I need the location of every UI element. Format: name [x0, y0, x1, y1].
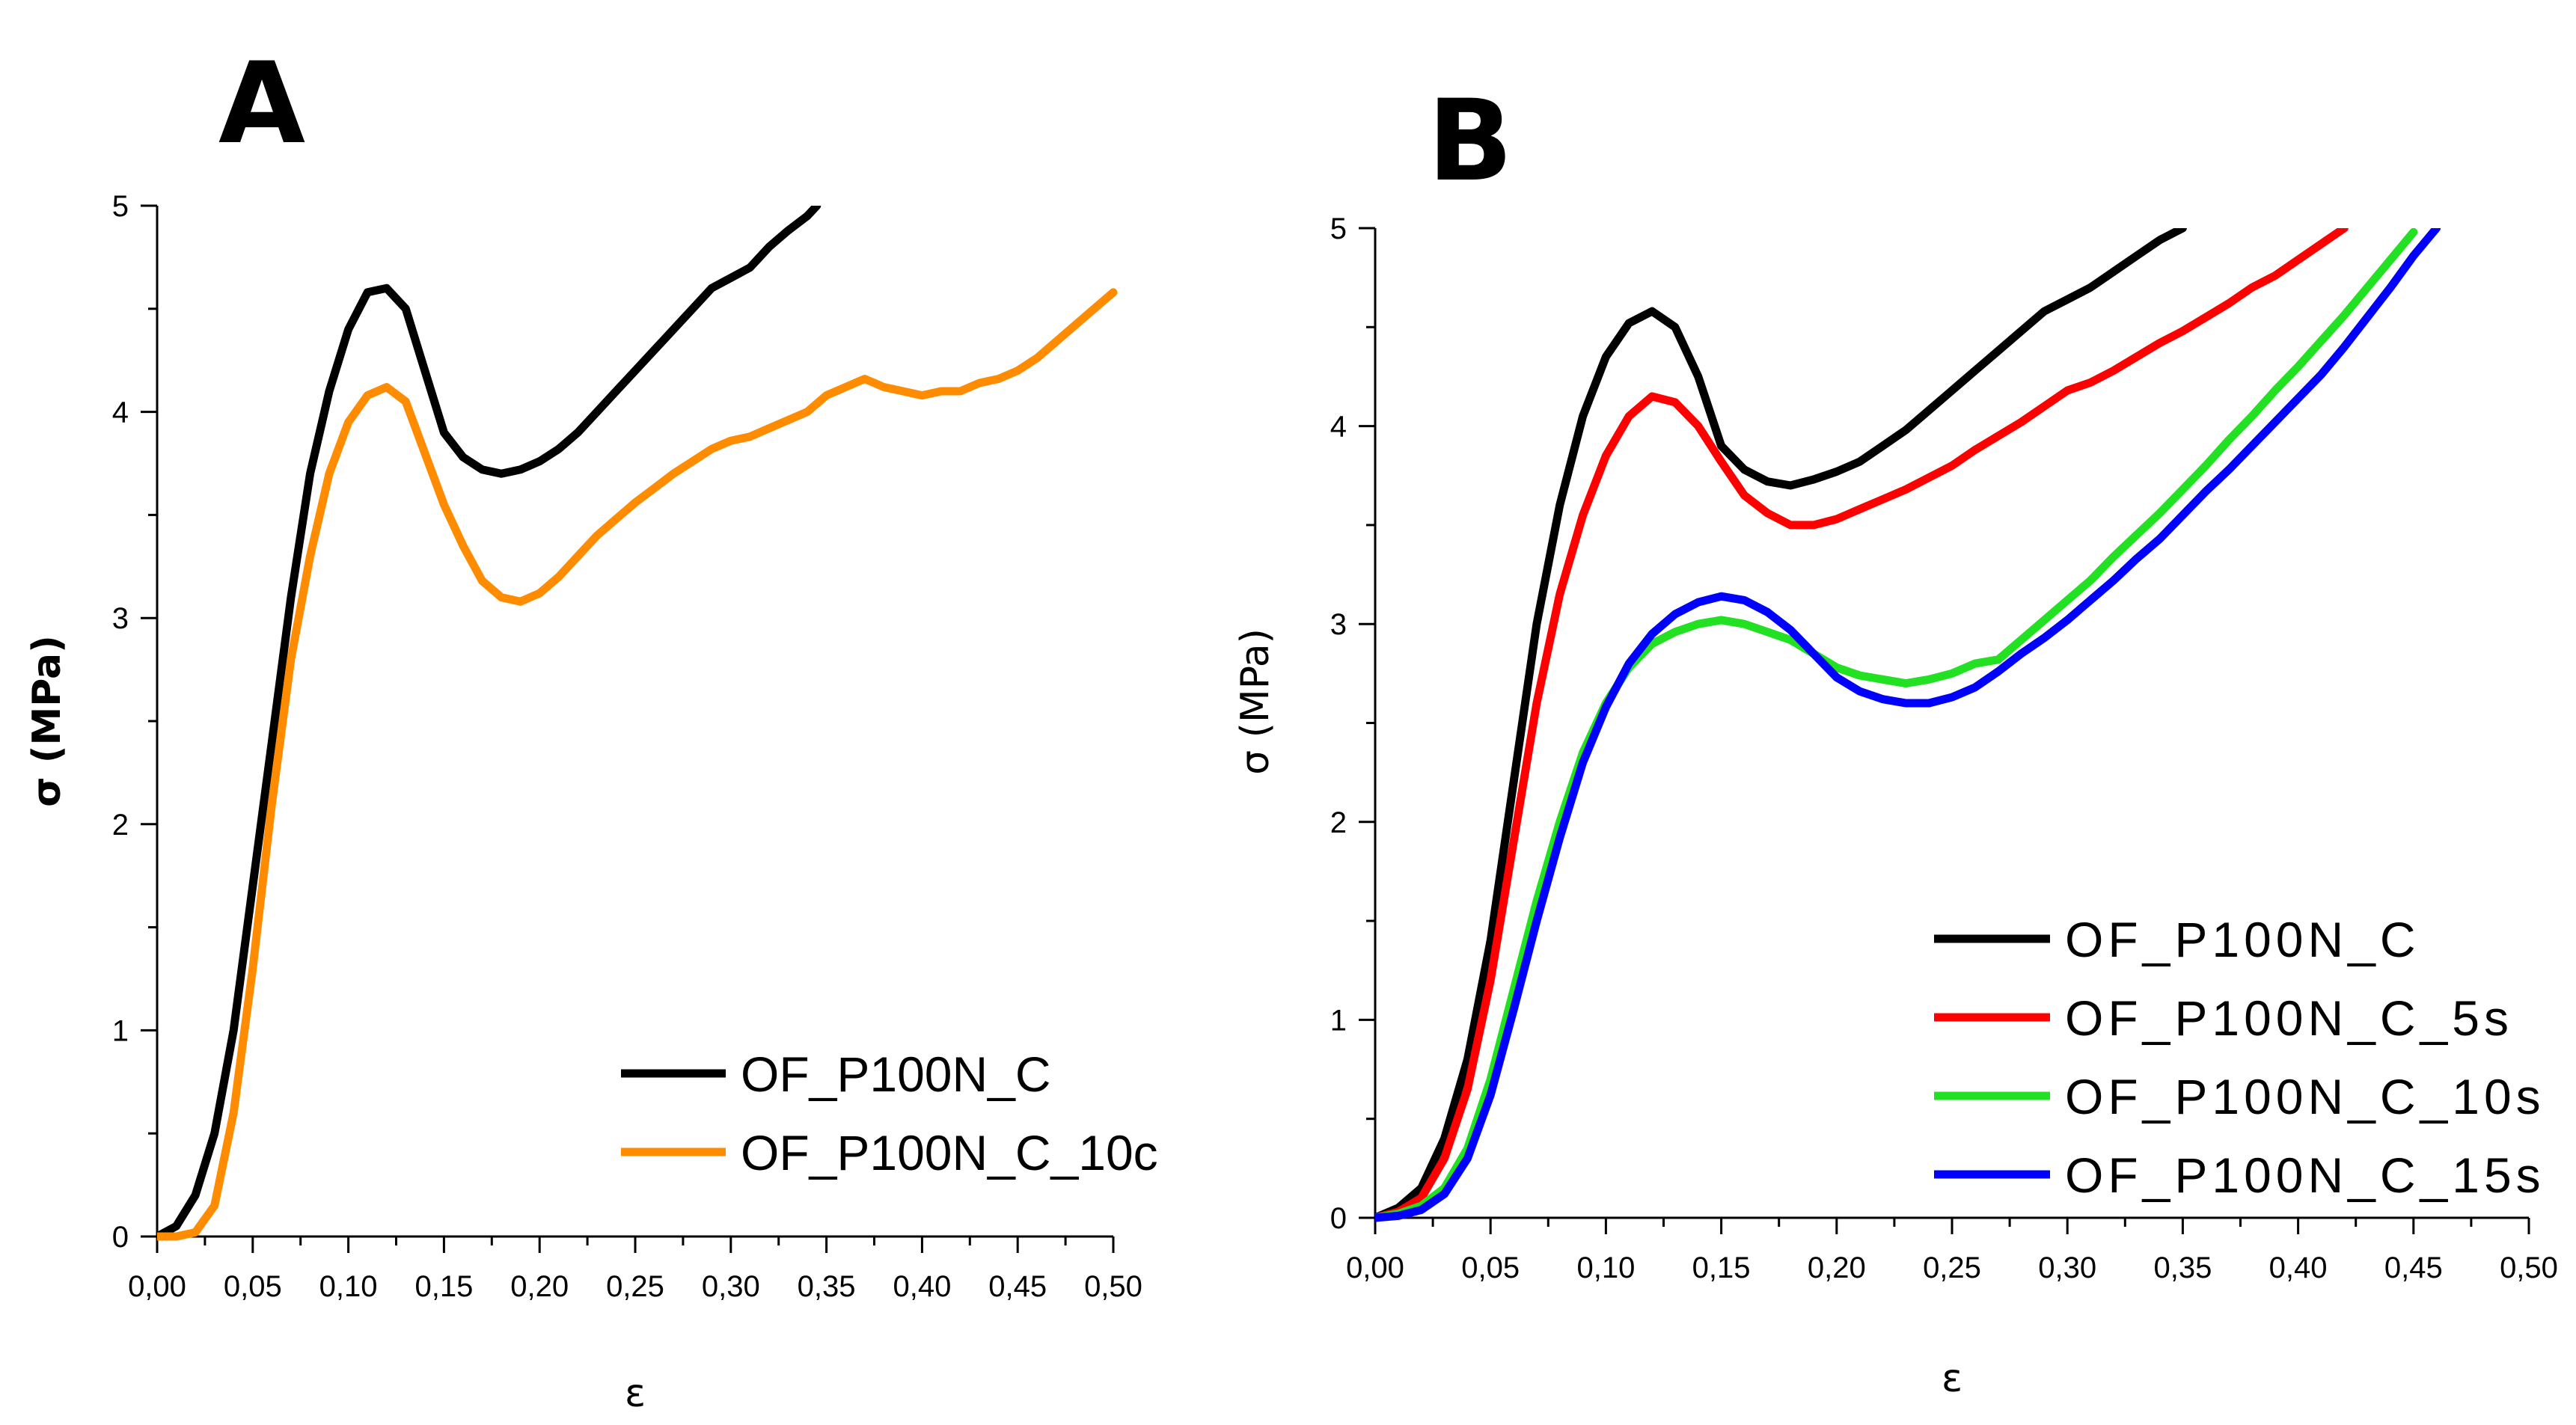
x-tick-label: 0,25 — [1923, 1251, 1981, 1284]
y-tick-label: 4 — [1330, 411, 1347, 444]
legend-label: OF_P100N_C_15s — [2065, 1147, 2545, 1203]
x-tick-label: 0,15 — [1692, 1251, 1751, 1284]
y-tick-label: 0 — [1330, 1202, 1347, 1235]
x-tick-label: 0,40 — [893, 1270, 951, 1303]
x-axis-title: ε — [1942, 1356, 1962, 1401]
x-tick-label: 0,30 — [702, 1270, 760, 1303]
y-tick-label: 2 — [112, 809, 129, 842]
y-tick-label: 2 — [1330, 806, 1347, 839]
x-tick-label: 0,25 — [606, 1270, 664, 1303]
y-tick-label: 5 — [1330, 212, 1347, 245]
y-axis-title: σ (MPa) — [1233, 628, 1278, 775]
x-tick-label: 0,20 — [510, 1270, 569, 1303]
series-line-of-p100n-c — [157, 206, 822, 1241]
series-line-of-p100n-c — [1375, 228, 2187, 1222]
x-tick-label: 0,10 — [1576, 1251, 1635, 1284]
x-tick-label: 0,50 — [1084, 1270, 1142, 1303]
series-line-of-p100n-c-15s — [1375, 228, 2441, 1222]
y-tick-label: 3 — [1330, 608, 1347, 641]
x-tick-label: 0,35 — [2153, 1251, 2212, 1284]
legend-label: OF_P100N_C_5s — [2065, 990, 2513, 1046]
panel-a: A 0,00 0,05 0,10 0,15 0,20 0,25 0,30 0,35 0,40 0,4… — [25, 39, 1158, 1416]
y-tick-label: 4 — [112, 396, 129, 429]
panel-b: B 0,00 0,05 0,10 0,15 0,20 0,25 0,30 0,35 0,40 0,4… — [1233, 76, 2558, 1401]
x-tick-label: 0,45 — [988, 1270, 1047, 1303]
x-tick-label: 0,05 — [224, 1270, 282, 1303]
x-tick-label: 0,30 — [2038, 1251, 2096, 1284]
x-tick-label: 0,00 — [128, 1270, 186, 1303]
y-tick-label: 0 — [112, 1221, 129, 1254]
x-tick-label: 0,35 — [798, 1270, 856, 1303]
x-axis-title: ε — [625, 1371, 646, 1416]
y-tick-label: 3 — [112, 602, 129, 635]
series-line-of-p100n-c-10c — [157, 288, 1118, 1241]
y-tick-label: 5 — [112, 190, 129, 223]
x-tick-label: 0,10 — [319, 1270, 378, 1303]
x-tick-label: 0,20 — [1808, 1251, 1866, 1284]
x-tick-label: 0,05 — [1461, 1251, 1520, 1284]
y-tick-label: 1 — [1330, 1004, 1347, 1037]
legend-label: OF_P100N_C — [741, 1046, 1051, 1102]
x-tick-label: 0,45 — [2384, 1251, 2443, 1284]
legend-label: OF_P100N_C_10c — [741, 1125, 1158, 1180]
x-tick-label: 0,00 — [1346, 1251, 1404, 1284]
x-tick-label: 0,40 — [2269, 1251, 2328, 1284]
x-tick-label: 0,15 — [414, 1270, 473, 1303]
series-line-of-p100n-c-10s — [1375, 228, 2418, 1222]
x-tick-label: 0,50 — [2500, 1251, 2558, 1284]
y-tick-label: 1 — [112, 1014, 129, 1047]
panel-label: B — [1428, 76, 1513, 206]
series-line-of-p100n-c-5s — [1375, 228, 2349, 1222]
legend-label: OF_P100N_C_10s — [2065, 1069, 2545, 1124]
legend-label: OF_P100N_C — [2065, 912, 2420, 967]
panel-label: A — [218, 39, 305, 169]
y-axis-title: σ (MPa) — [25, 635, 70, 807]
